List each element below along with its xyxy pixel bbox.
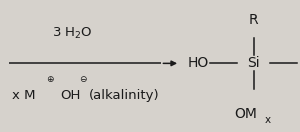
Text: OM: OM (235, 107, 257, 121)
Text: ⊕: ⊕ (47, 75, 54, 84)
Text: Si: Si (247, 56, 260, 70)
Text: 3 H$_2$O: 3 H$_2$O (52, 25, 92, 41)
Text: R: R (249, 13, 258, 27)
Text: x M: x M (12, 89, 35, 102)
Text: ⊖: ⊖ (80, 75, 87, 84)
Text: x: x (265, 115, 271, 125)
Text: OH: OH (60, 89, 80, 102)
Text: HO: HO (187, 56, 208, 70)
Text: (alkalinity): (alkalinity) (88, 89, 159, 102)
